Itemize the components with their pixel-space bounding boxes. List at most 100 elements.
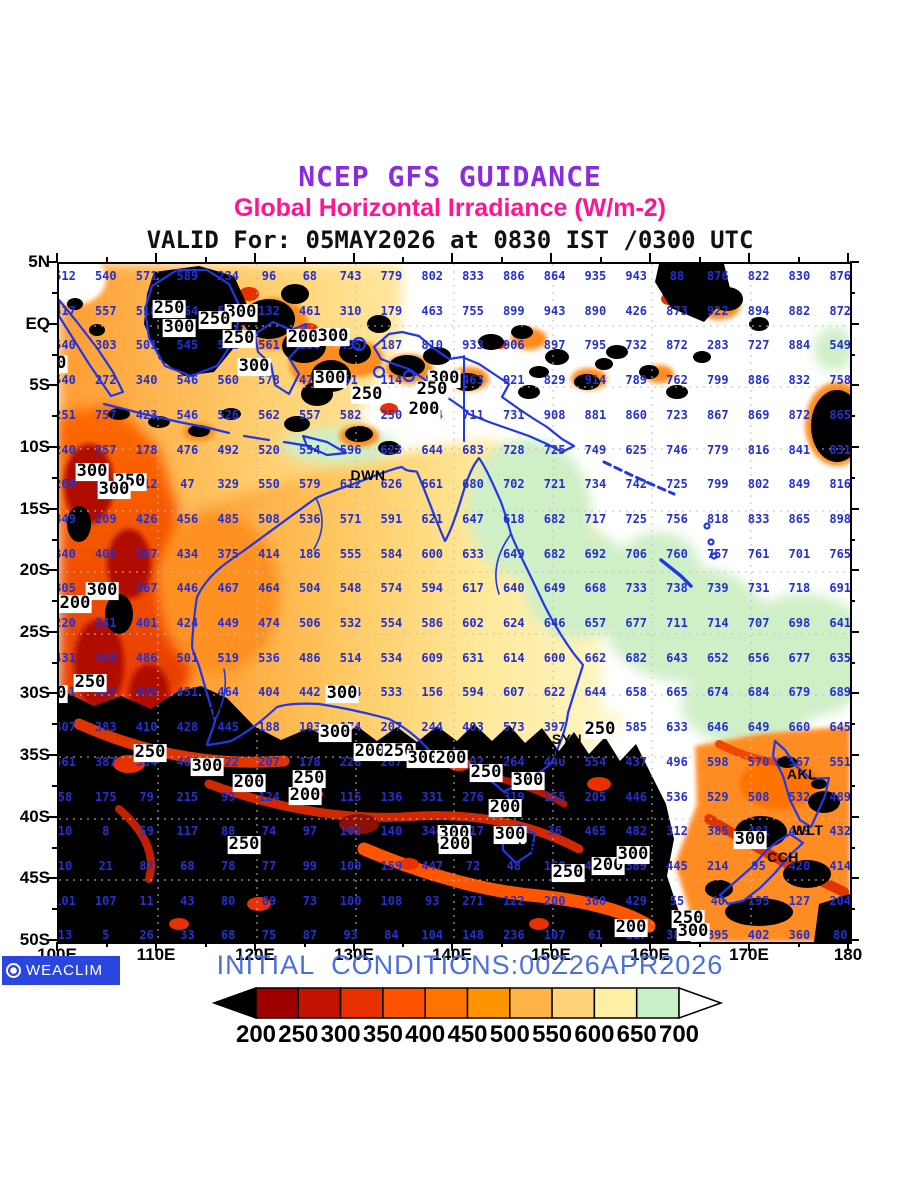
grid-value: 755 [462, 303, 484, 318]
grid-value: 626 [380, 477, 403, 492]
axis-tick [850, 692, 859, 694]
grid-value: 305 [59, 581, 76, 596]
grid-value: 155 [543, 789, 566, 804]
grid-value: 711 [666, 616, 688, 630]
contour-label: 300 [493, 824, 527, 845]
axis-tick [52, 785, 57, 787]
grid-value: 424 [176, 616, 199, 630]
axis-tick [52, 477, 57, 479]
grid-value: 692 [584, 546, 607, 561]
lat-label: 45S [19, 868, 50, 887]
grid-value: 272 [94, 373, 117, 388]
grid-value: 175 [94, 789, 117, 804]
grid-value: 122 [502, 893, 525, 908]
grid-value: 188 [258, 720, 280, 735]
contour-label: 300 [237, 356, 271, 377]
grid-value: 512 [59, 269, 76, 283]
grid-value: 68 [180, 858, 195, 873]
grid-value: 578 [258, 373, 280, 388]
grid-value: 711 [462, 407, 484, 422]
grid-value: 756 [666, 511, 688, 526]
grid-value: 600 [421, 546, 444, 561]
grid-value: 340 [135, 373, 158, 388]
grid-value: 87 [302, 928, 318, 943]
grid-value: 367 [135, 546, 158, 561]
colorbar: 200 250 300 350 400 450 500 550 600 650 700 [211, 986, 724, 1048]
grid-value: 598 [706, 754, 729, 769]
grid-value: 554 [380, 616, 403, 630]
tasmania-coastline [501, 823, 537, 865]
grid-value: 178 [135, 442, 158, 457]
grid-value: 641 [829, 616, 852, 630]
grid-value: 97 [302, 824, 318, 839]
grid-value: 95 [751, 858, 766, 873]
grid-value: 48 [506, 858, 522, 873]
grid-value: 464 [258, 581, 280, 596]
grid-value: 718 [788, 581, 811, 596]
grid-value: 236 [502, 928, 525, 943]
grid-value: 88 [220, 824, 236, 839]
grid-value: 727 [747, 338, 770, 353]
grid-value: 649 [543, 581, 566, 596]
borneo-coastline [143, 268, 243, 378]
grid-value: 104 [421, 928, 444, 943]
grid-value: 100 [339, 893, 362, 908]
grid-value: 250 [380, 407, 403, 422]
grid-value: 77 [261, 858, 277, 873]
weaclim-logo: WEACLIM [2, 956, 120, 985]
axis-tick [254, 942, 256, 951]
axis-tick [550, 942, 552, 951]
grid-value: 234 [217, 269, 240, 283]
grid-value: 13 [57, 928, 73, 943]
grid-value: 344 [421, 824, 444, 839]
axis-tick [52, 846, 57, 849]
grid-value: 440 [543, 754, 566, 769]
axis-tick [402, 257, 404, 262]
grid-value: 833 [747, 511, 770, 526]
grid-value: 486 [298, 650, 321, 665]
grid-value: 818 [706, 511, 729, 526]
axis-tick [850, 477, 855, 479]
axis-tick [303, 257, 306, 262]
grid-value: 677 [788, 650, 811, 665]
axis-tick [204, 257, 207, 262]
grid-value: 757 [706, 546, 729, 561]
grid-value: 264 [502, 754, 525, 769]
contour-label: 200 [288, 785, 322, 806]
grid-value: 451 [176, 685, 199, 700]
axis-tick [850, 908, 855, 910]
grid-value: 383 [94, 720, 117, 735]
grid-value: 426 [625, 303, 648, 318]
grid-value: 107 [94, 893, 117, 908]
contour-label: 300 [75, 461, 109, 482]
grid-value: 831 [829, 442, 852, 457]
grid-value: 445 [217, 720, 240, 735]
lat-label: 5S [29, 375, 50, 394]
axis-tick [52, 723, 57, 725]
grid-value: 395 [706, 928, 729, 943]
grid-value: 10 [57, 858, 73, 873]
grid-value: 467 [217, 581, 240, 596]
contour-label: 300 [313, 368, 347, 389]
grid-value: 662 [584, 650, 607, 665]
grid-value: 869 [747, 407, 770, 422]
axis-tick [850, 785, 855, 787]
grid-value: 646 [543, 616, 566, 630]
grid-value: 585 [625, 720, 648, 735]
grid-value: 602 [462, 616, 484, 630]
grid-value: 594 [421, 581, 444, 596]
grid-value: 303 [94, 338, 117, 353]
grid-value: 884 [788, 338, 811, 353]
grid-value: 220 [59, 616, 76, 630]
contour-label: 250 [198, 309, 232, 330]
contour-label: 300 [511, 770, 545, 791]
axis-tick [56, 942, 58, 951]
axis-tick [850, 446, 859, 448]
grid-value: 789 [625, 373, 648, 388]
grid-value: 463 [421, 303, 444, 318]
grid-value: 596 [339, 442, 362, 457]
grid-value: 204 [829, 893, 852, 908]
grid-value: 933 [462, 338, 484, 353]
svg-text:700: 700 [659, 1021, 699, 1048]
lat-label: 10S [19, 437, 50, 456]
